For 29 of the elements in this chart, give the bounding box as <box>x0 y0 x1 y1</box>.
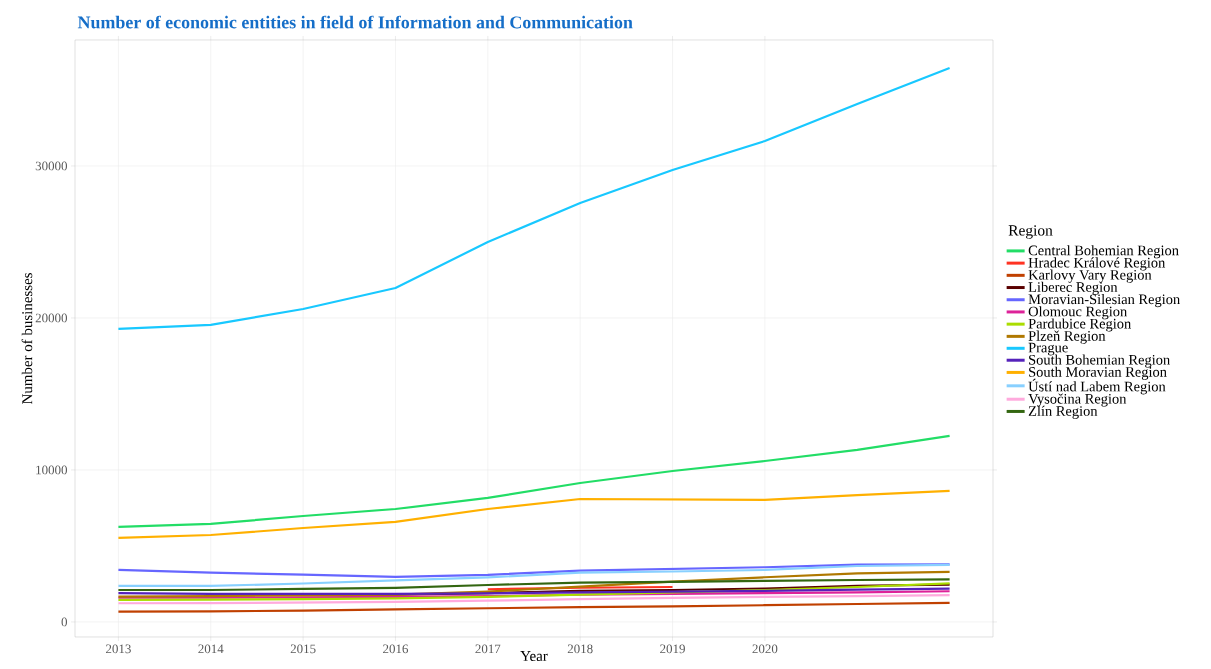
x-tick-label: 2013 <box>106 644 131 654</box>
line-series <box>117 582 951 601</box>
x-tick-label: 2018 <box>567 644 593 654</box>
y-tick-label: 20000 <box>35 313 68 323</box>
line-series <box>117 563 951 588</box>
legend-label: Zlín Region <box>1028 405 1098 419</box>
chart-title: Number of economic entities in field of Information and Communication <box>77 15 633 29</box>
x-axis-title: Year <box>520 651 548 662</box>
y-tick-label: 30000 <box>35 161 68 171</box>
line-series <box>117 570 951 598</box>
x-tick-label: 2016 <box>383 644 409 654</box>
y-tick-label: 0 <box>61 617 68 627</box>
line-series <box>117 601 951 613</box>
x-tick-label: 2014 <box>198 644 224 654</box>
line-series <box>117 66 951 331</box>
line-series <box>117 590 951 599</box>
x-tick-label: 2015 <box>290 644 316 654</box>
legend-label: Karlovy Vary Region <box>1028 269 1152 283</box>
line-series <box>117 434 951 529</box>
y-axis-title: Number of businesses <box>21 273 33 405</box>
x-tick-label: 2020 <box>752 644 778 654</box>
line-series <box>117 578 951 592</box>
legend-label: Vysočina Region <box>1028 393 1127 407</box>
x-tick-label: 2017 <box>475 644 501 654</box>
legend-label: Prague <box>1028 342 1068 356</box>
legend-title: Region <box>1008 225 1053 239</box>
legend-label: Liberec Region <box>1028 281 1118 295</box>
x-tick-label: 2019 <box>660 644 685 654</box>
y-tick-label: 10000 <box>36 465 68 475</box>
